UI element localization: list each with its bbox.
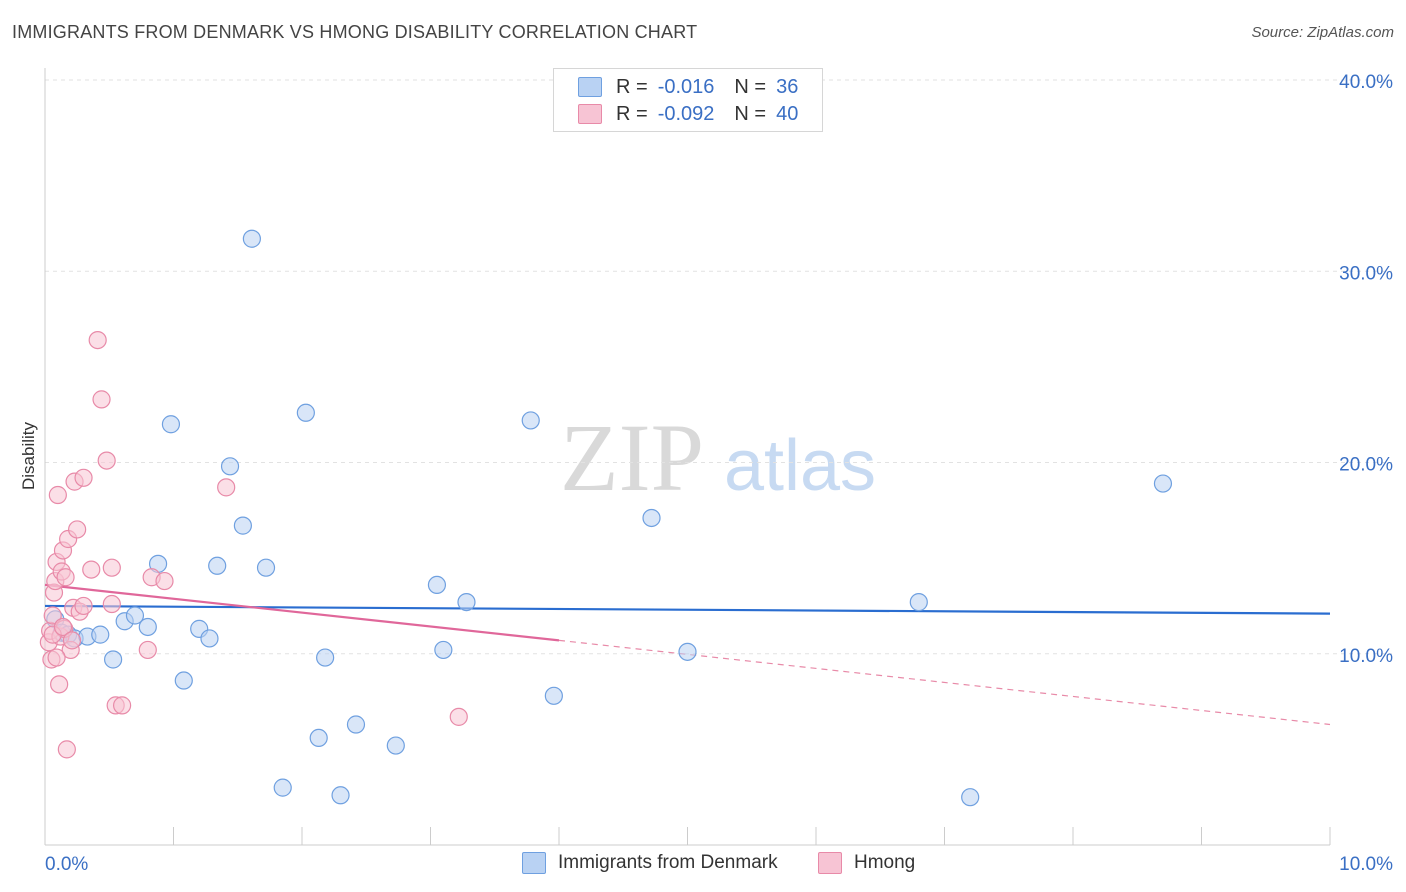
- point-hmong: [82, 560, 101, 579]
- point-denmark: [434, 640, 453, 660]
- legend-label-hmong: Hmong: [854, 852, 916, 873]
- legend-swatch-denmark: [522, 852, 546, 874]
- point-denmark: [174, 671, 193, 690]
- point-hmong: [112, 696, 132, 715]
- legend-n-label: N =: [734, 102, 767, 125]
- legend-swatch-hmong: [578, 104, 602, 124]
- point-hmong: [53, 617, 73, 637]
- point-hmong: [48, 485, 67, 505]
- watermark-zip: ZIP: [560, 404, 704, 511]
- point-hmong: [217, 478, 236, 497]
- point-hmong: [57, 740, 76, 759]
- point-hmong: [62, 631, 82, 650]
- point-hmong: [97, 451, 116, 470]
- axes: [44, 68, 1331, 846]
- point-denmark: [161, 415, 181, 434]
- point-denmark: [346, 715, 366, 734]
- point-denmark: [125, 606, 145, 625]
- point-hmong: [74, 468, 93, 487]
- point-hmong: [47, 648, 66, 667]
- point-denmark: [273, 778, 292, 797]
- legend-n-value-hmong: 40: [776, 102, 799, 125]
- point-denmark: [242, 229, 261, 248]
- y-tick-label: 30.0%: [1339, 263, 1393, 284]
- point-denmark: [521, 411, 540, 430]
- point-denmark: [138, 617, 157, 637]
- point-denmark: [256, 558, 276, 577]
- legend-row-denmark: R = -0.016 N = 36: [578, 74, 798, 100]
- point-denmark: [296, 403, 315, 422]
- gridlines: [45, 79, 1392, 655]
- trend-lines: [44, 583, 1331, 726]
- point-denmark: [208, 556, 227, 575]
- tick-labels: 10.0% 20.0% 30.0% 40.0% 0.0% 10.0%: [45, 72, 1393, 875]
- point-denmark: [642, 508, 661, 528]
- point-hmong: [88, 331, 107, 350]
- point-hmong: [102, 594, 121, 614]
- point-hmong: [92, 390, 111, 409]
- point-denmark: [678, 642, 697, 661]
- legend-label-denmark: Immigrants from Denmark: [558, 852, 778, 873]
- point-hmong: [449, 707, 468, 726]
- point-hmong: [50, 675, 69, 694]
- point-hmong: [102, 558, 121, 577]
- point-denmark: [961, 788, 980, 807]
- legend-r-value-hmong: -0.092: [657, 102, 715, 125]
- point-denmark: [316, 648, 335, 667]
- point-denmark: [309, 728, 328, 748]
- point-denmark: [233, 516, 252, 535]
- point-hmong: [56, 568, 75, 587]
- legend-swatch-denmark: [578, 77, 602, 97]
- point-hmong: [155, 571, 174, 591]
- point-denmark: [544, 686, 563, 705]
- trend-line-denmark: [44, 604, 1331, 615]
- legend-n-label: N =: [734, 75, 767, 98]
- point-denmark: [909, 593, 928, 612]
- trend-line-hmong: [44, 583, 560, 642]
- x-tick-label: 0.0%: [45, 854, 88, 875]
- point-denmark: [457, 593, 476, 612]
- legend-item-hmong: Hmong: [818, 852, 915, 874]
- chart-title: IMMIGRANTS FROM DENMARK VS HMONG DISABIL…: [12, 22, 698, 42]
- legend-row-hmong: R = -0.092 N = 40: [578, 101, 798, 127]
- legend-swatch-hmong: [818, 852, 842, 874]
- correlation-legend: R = -0.016 N = 36 R = -0.092 N = 40: [553, 68, 823, 132]
- point-hmong: [138, 640, 157, 660]
- x-tick-label: 10.0%: [1339, 854, 1393, 875]
- trend-extension-hmong: [558, 639, 1331, 726]
- legend-r-value-denmark: -0.016: [657, 75, 715, 98]
- legend-item-denmark: Immigrants from Denmark: [522, 852, 778, 874]
- point-denmark: [104, 650, 123, 669]
- source-credit: Source: ZipAtlas.com: [1251, 24, 1394, 41]
- point-denmark: [331, 786, 350, 805]
- point-denmark: [427, 575, 447, 595]
- y-tick-label: 10.0%: [1339, 646, 1393, 667]
- watermark-atlas: atlas: [724, 426, 876, 506]
- y-tick-label: 20.0%: [1339, 455, 1393, 476]
- point-denmark: [220, 457, 240, 476]
- data-points: [39, 229, 1173, 807]
- point-hmong: [43, 606, 62, 625]
- legend-r-label: R =: [616, 102, 648, 125]
- legend-r-label: R =: [616, 75, 648, 98]
- point-denmark: [386, 736, 405, 755]
- legend-n-value-denmark: 36: [776, 75, 799, 98]
- point-denmark: [200, 629, 219, 648]
- point-hmong: [68, 520, 87, 539]
- y-axis-label: Disability: [19, 421, 38, 490]
- y-tick-label: 40.0%: [1339, 72, 1393, 93]
- point-hmong: [74, 596, 93, 616]
- point-denmark: [91, 625, 110, 644]
- point-denmark: [1153, 474, 1173, 493]
